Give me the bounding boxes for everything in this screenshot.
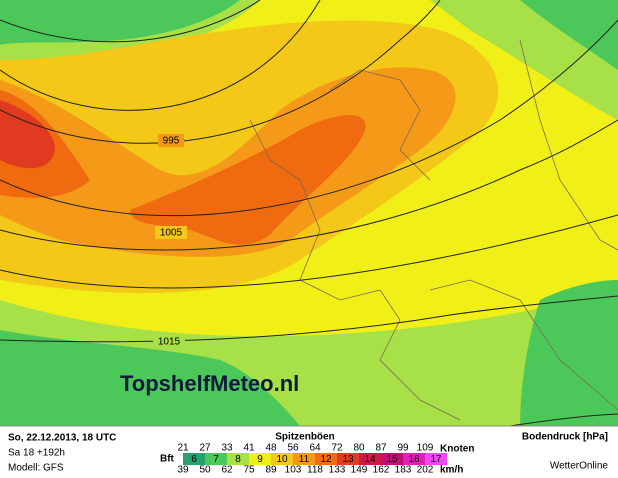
bft-value: 11 [299, 454, 310, 465]
kmh-value: 183 [395, 465, 412, 476]
watermark: TopshelfMeteo.nl [120, 371, 299, 396]
kmh-value: 133 [329, 465, 346, 476]
isobar-label-bg [158, 134, 184, 147]
bft-value: 15 [386, 454, 398, 465]
footer: So, 22.12.2013, 18 UTC Sa 18 +192h Model… [0, 425, 618, 478]
bft-value: 6 [191, 454, 197, 465]
kmh-label: km/h [440, 465, 463, 476]
knots-value: 99 [397, 443, 409, 454]
knots-value: 109 [417, 443, 434, 454]
kmh-value: 162 [373, 465, 390, 476]
isobar-label: 1005 [160, 228, 183, 239]
knots-value: 72 [331, 443, 343, 454]
kmh-value: 39 [177, 465, 189, 476]
bft-cell [381, 453, 403, 465]
map: 995 1005 1015 TopshelfMeteo.nl [0, 0, 618, 427]
knots-value: 56 [287, 443, 299, 454]
kmh-value: 50 [199, 465, 211, 476]
kmh-value: 62 [221, 465, 233, 476]
kmh-value: 202 [417, 465, 434, 476]
bft-cell [249, 453, 271, 465]
bft-value: 7 [213, 454, 219, 465]
source: WetterOnline [550, 461, 609, 472]
knots-value: 21 [177, 443, 189, 454]
knots-value: 33 [221, 443, 233, 454]
model: Modell: GFS [8, 463, 64, 474]
knots-value: 87 [375, 443, 387, 454]
bft-value: 16 [408, 454, 420, 465]
bft-cell [315, 453, 337, 465]
knots-value: 80 [353, 443, 365, 454]
knots-value: 41 [243, 443, 255, 454]
bft-cell [271, 453, 293, 465]
isobar-label: 995 [163, 136, 180, 147]
isobar-label-bg [153, 335, 185, 348]
knots-value: 27 [199, 443, 211, 454]
bft-cell [183, 453, 205, 465]
bft-cell [403, 453, 425, 465]
bft-value: 9 [257, 454, 263, 465]
pressure-label: Bodendruck [hPa] [522, 432, 608, 443]
bft-cell [425, 453, 447, 465]
bft-value: 10 [276, 454, 288, 465]
kmh-value: 75 [243, 465, 255, 476]
bft-value: 8 [235, 454, 241, 465]
date: So, 22.12.2013, 18 UTC [8, 433, 116, 444]
bft-cell [293, 453, 315, 465]
bft-cell [227, 453, 249, 465]
bft-cell [205, 453, 227, 465]
legend-title: Spitzenböen [275, 432, 334, 443]
bft-label: Bft [160, 454, 175, 465]
bft-value: 13 [342, 454, 354, 465]
isobar-label: 1015 [158, 337, 181, 348]
knots-value: 64 [309, 443, 321, 454]
kmh-value: 103 [285, 465, 302, 476]
bft-value: 12 [320, 454, 332, 465]
knots-label: Knoten [440, 444, 474, 455]
isobar-label-bg [155, 226, 187, 239]
knots-value: 48 [265, 443, 277, 454]
bft-value: 17 [430, 454, 442, 465]
kmh-value: 89 [265, 465, 277, 476]
kmh-value: 118 [307, 465, 323, 476]
bft-value: 14 [364, 454, 376, 465]
bft-cell [359, 453, 381, 465]
kmh-value: 149 [351, 465, 368, 476]
bft-cell [337, 453, 359, 465]
run: Sa 18 +192h [8, 448, 65, 459]
